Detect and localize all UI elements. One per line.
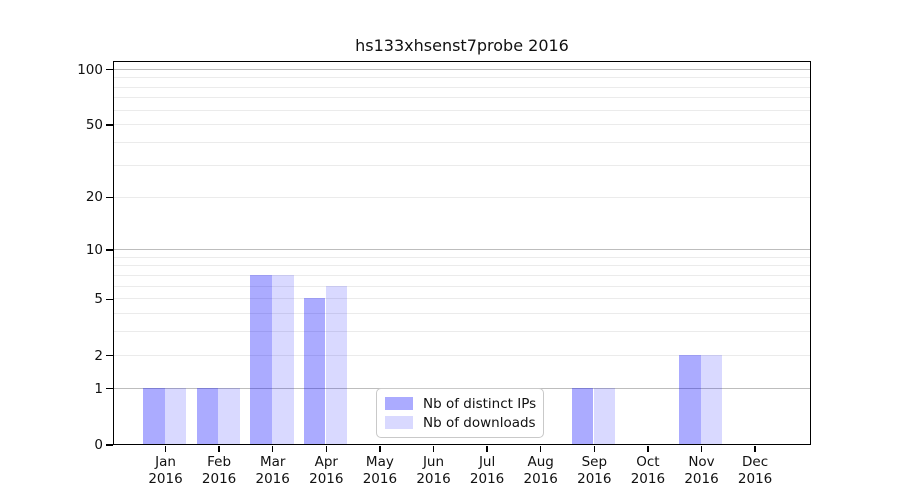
bar-distinct-ips-mar [250, 275, 272, 445]
x-tick-label-mar: Mar 2016 [255, 454, 290, 487]
x-tick-mark-jan [164, 446, 167, 452]
x-tick-mark-oct [647, 446, 649, 452]
y-tick-label-10: 10 [85, 241, 103, 258]
bar-distinct-ips-nov [678, 354, 701, 445]
gridline-3 [114, 331, 810, 333]
x-tick-mark-nov [700, 446, 703, 452]
gridline-9 [114, 256, 810, 258]
gridline-80 [114, 86, 810, 88]
gridline-20 [114, 196, 810, 198]
x-tick-label-jun: Jun 2016 [416, 454, 451, 487]
x-tick-label-jul: Jul 2016 [469, 454, 505, 487]
y-tick-label-0: 0 [94, 437, 103, 453]
bar-downloads-jan [164, 387, 187, 445]
y-tick-mark-100 [106, 68, 113, 71]
x-tick-mark-sep [593, 446, 595, 452]
y-tick-label-1: 1 [94, 380, 103, 397]
bar-distinct-ips-apr [303, 298, 326, 445]
y-tick-label-5: 5 [94, 291, 103, 308]
x-tick-label-sep: Sep 2016 [577, 454, 612, 487]
gridline-10 [114, 249, 810, 251]
x-tick-label-may: May 2016 [362, 454, 398, 487]
x-tick-mark-apr [325, 446, 327, 452]
gridline-4 [114, 313, 810, 315]
bar-distinct-ips-sep [571, 387, 594, 445]
gridline-8 [114, 265, 810, 267]
bar-distinct-ips-jan [142, 387, 165, 445]
legend-swatch-downloads [385, 416, 413, 429]
x-tick-label-nov: Nov 2016 [684, 454, 719, 487]
bar-downloads-feb [218, 387, 241, 445]
legend-row-distinct-ips: Nb of distinct IPs [385, 394, 537, 413]
x-tick-mark-jun [432, 446, 435, 452]
bar-downloads-mar [271, 275, 294, 445]
x-tick-label-oct: Oct 2016 [630, 454, 666, 487]
x-tick-mark-aug [540, 446, 542, 452]
legend-box: Nb of distinct IPs Nb of downloads [376, 388, 544, 438]
gridline-30 [114, 164, 810, 166]
y-tick-label-100: 100 [77, 61, 103, 78]
y-tick-label-20: 20 [85, 189, 103, 206]
y-tick-mark-5 [106, 298, 113, 300]
x-tick-mark-jul [486, 446, 488, 452]
x-tick-mark-dec [754, 446, 756, 452]
x-tick-label-dec: Dec 2016 [737, 454, 773, 487]
legend-label-downloads: Nb of downloads [423, 414, 536, 431]
bar-downloads-nov [700, 354, 723, 445]
gridline-50 [114, 124, 810, 126]
y-tick-mark-0 [106, 444, 113, 446]
y-tick-mark-2 [106, 354, 113, 357]
gridline-6 [114, 285, 810, 287]
x-tick-label-feb: Feb 2016 [201, 454, 237, 487]
x-tick-label-aug: Aug 2016 [523, 454, 558, 487]
y-tick-mark-50 [106, 124, 113, 126]
x-tick-mark-may [379, 446, 381, 452]
gridline-70 [114, 97, 810, 99]
x-tick-mark-feb [218, 446, 220, 452]
y-tick-label-2: 2 [94, 347, 103, 364]
y-tick-mark-1 [106, 387, 113, 390]
gridline-7 [114, 275, 810, 277]
x-tick-mark-mar [272, 446, 274, 452]
legend-row-downloads: Nb of downloads [385, 413, 536, 432]
y-tick-mark-20 [106, 196, 113, 199]
gridline-5 [114, 298, 810, 300]
bar-downloads-sep [593, 387, 616, 445]
y-tick-label-50: 50 [85, 117, 103, 134]
gridline-40 [114, 142, 810, 144]
legend-label-distinct-ips: Nb of distinct IPs [423, 395, 537, 412]
plot-area [113, 61, 811, 445]
gridline-2 [114, 354, 810, 356]
x-tick-label-apr: Apr 2016 [309, 454, 344, 487]
legend-swatch-distinct-ips [385, 397, 413, 410]
bar-distinct-ips-feb [196, 387, 219, 445]
gridline-100 [114, 68, 810, 70]
gridline-90 [114, 77, 810, 79]
x-tick-label-jan: Jan 2016 [148, 454, 183, 487]
bar-downloads-apr [325, 285, 348, 445]
chart-title: hs133xhsenst7probe 2016 [355, 36, 569, 55]
gridline-60 [114, 109, 810, 111]
y-tick-mark-10 [106, 249, 113, 251]
